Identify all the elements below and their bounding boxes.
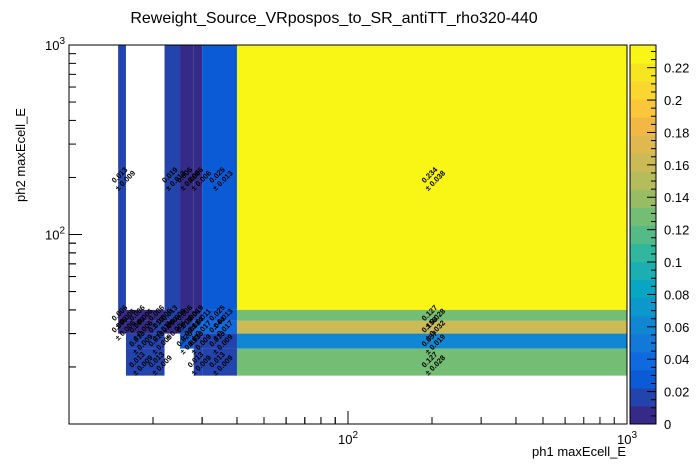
tick-label-exponent: 2 [352,430,358,441]
cell-value-label: 0.013± 0.009 [158,301,188,331]
heatmap-cells [118,45,627,376]
palette-segment [630,279,656,299]
palette-tick-label: 0 [664,417,671,432]
palette-segment [630,243,656,263]
heatmap-cell [118,45,126,310]
heatmap-cell [236,333,627,349]
palette-segment [630,351,656,371]
heatmap-cell [152,320,165,334]
tick-label-exponent: 2 [59,226,65,237]
y-tick-label: 102 [45,226,65,243]
heatmap-cell [193,45,203,310]
heatmap-cell [152,309,165,321]
cell-value-label: 0.013± 0.009 [108,163,138,193]
heatmap-cell [164,320,181,334]
heatmap-cell [236,45,627,310]
palette-tick-label: 0.06 [664,320,689,335]
heatmap-cell [125,348,153,376]
tick-label-exponent: 3 [631,430,637,441]
heatmap-cell [118,309,126,321]
heatmap-cell [202,320,237,334]
palette-segment [630,99,656,118]
y-axis-label: ph2 maxEcell_E [13,108,28,202]
heatmap-cell [180,45,194,310]
palette-tick-label: 0.04 [664,352,689,367]
heatmap-cell [193,333,203,349]
x-axis-label: ph1 maxEcell_E [532,444,626,459]
heatmap-cell [152,333,165,349]
heatmap-cell [202,333,237,349]
heatmap-cell [193,309,203,321]
tick-label-base: 10 [338,432,352,447]
palette-segment [630,153,656,172]
chart-title: Reweight_Source_VRpospos_to_SR_antiTT_rh… [130,10,537,27]
heatmap-cell [193,348,203,376]
palette-tick-label: 0.12 [664,223,689,238]
palette-segment [630,387,656,407]
heatmap-cell [164,309,181,321]
heatmap-cell [202,348,237,376]
palette-segment [630,225,656,245]
palette-segment [630,63,656,82]
palette-segment [630,369,656,389]
heatmap-cell [125,333,153,349]
heatmap-cell [202,309,237,321]
palette-segment [630,81,656,100]
heatmap-cell [125,309,153,321]
heatmap-cell [164,45,181,310]
heatmap-cell [236,309,627,321]
tick-label-base: 10 [45,228,59,243]
palette-segment [630,189,656,208]
heatmap-cell [152,348,165,376]
x-tick-label: 102 [338,430,358,447]
y-tick-label: 103 [45,36,65,53]
heatmap-cell [118,320,126,334]
palette-segment [630,117,656,136]
palette-tick-label: 0.14 [664,190,689,205]
palette-frame [629,44,657,425]
palette-segment [630,207,656,226]
palette-segment [630,405,656,425]
palette-tick-label: 0.18 [664,125,689,140]
heatmap-cell [236,320,627,334]
palette-segment [630,297,656,317]
palette-segment [630,135,656,154]
palette-tick-label: 0.02 [664,385,689,400]
palette-segment [630,333,656,353]
heatmap-cell [202,45,237,310]
palette-tick-label: 0.22 [664,61,689,76]
tick-label-base: 10 [45,38,59,53]
palette-segment [630,45,656,64]
heatmap-cell [125,320,153,334]
tick-label-base: 10 [617,432,631,447]
palette-tick-label: 0.2 [664,93,682,108]
palette-tick-label: 0.1 [664,255,682,270]
palette-tick-label: 0.16 [664,158,689,173]
palette-segment [630,315,656,335]
heatmap-cell [193,320,203,334]
heatmap-cell [180,333,194,349]
tick-label-exponent: 3 [59,36,65,47]
palette-tick-label: 0.08 [664,287,689,302]
heatmap-cell [236,348,627,376]
heatmap-cell [180,320,194,334]
color-palette [629,44,657,425]
palette-segment [630,171,656,190]
heatmap-cell [180,309,194,321]
color-palette-ticks: 0 0.02 0.04 0.06 0.08 0.1 0.12 0.14 0.16 0.18 0.2 0… [647,50,689,432]
palette-segment [630,261,656,281]
x-tick-label: 103 [617,430,637,447]
